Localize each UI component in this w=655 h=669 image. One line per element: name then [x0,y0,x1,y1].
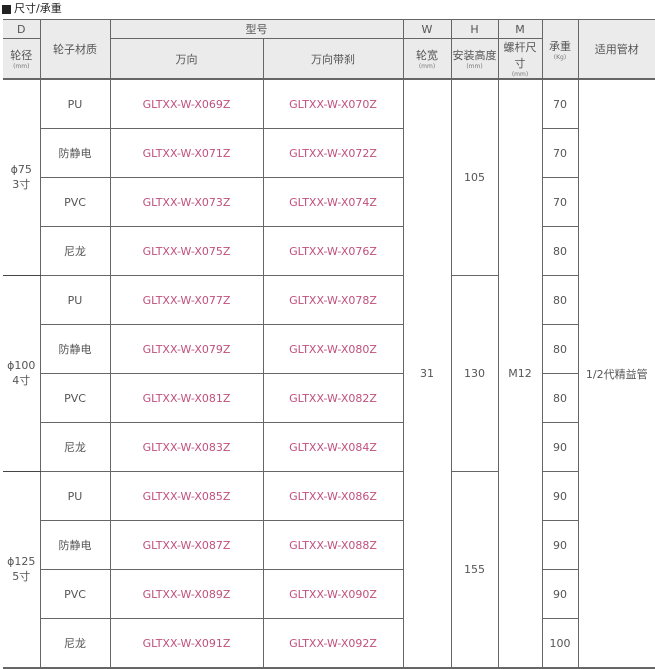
material-cell: PU [39,78,111,129]
table-row: 防静电 GLTXX-W-X079Z GLTXX-W-X080Z 80 [3,324,655,374]
header-mount-height: 安装高度 (mm) [450,38,499,80]
stem-cell: M12 [497,78,543,669]
swivel-model-code: GLTXX-W-X075Z [109,226,264,276]
material-cell: PVC [39,177,111,227]
swivel-model-code: GLTXX-W-X089Z [109,569,264,619]
brake-model-code: GLTXX-W-X086Z [262,471,404,521]
material-cell: PVC [39,373,111,423]
section-title: 尺寸/承重 [2,2,62,16]
load-cell: 90 [541,520,579,570]
load-cell: 80 [541,324,579,374]
swivel-model-code: GLTXX-W-X091Z [109,618,264,669]
header-w: W [402,19,452,39]
section-title-text: 尺寸/承重 [14,2,62,15]
load-cell: 80 [541,373,579,423]
load-cell: 90 [541,569,579,619]
header-m: M [497,19,543,39]
brake-model-code: GLTXX-W-X072Z [262,128,404,178]
diameter-cell: ϕ75 3寸 [3,78,41,276]
header-diameter: 轮径 (mm) [3,38,41,80]
swivel-model-code: GLTXX-W-X085Z [109,471,264,521]
brake-model-code: GLTXX-W-X084Z [262,422,404,472]
material-cell: PU [39,471,111,521]
swivel-model-code: GLTXX-W-X079Z [109,324,264,374]
swivel-model-code: GLTXX-W-X083Z [109,422,264,472]
swivel-model-code: GLTXX-W-X081Z [109,373,264,423]
material-cell: 尼龙 [39,618,111,669]
square-bullet-icon [2,4,11,14]
brake-model-code: GLTXX-W-X076Z [262,226,404,276]
table-row: 尼龙 GLTXX-W-X075Z GLTXX-W-X076Z 80 [3,226,655,276]
header-h: H [450,19,499,39]
header-material: 轮子材质 [39,19,111,80]
table-row: 尼龙 GLTXX-W-X083Z GLTXX-W-X084Z 90 [3,422,655,472]
material-cell: PU [39,275,111,325]
load-cell: 70 [541,177,579,227]
header-pipe: 适用管材 [577,19,655,80]
width-cell: 31 [402,78,452,669]
brake-model-code: GLTXX-W-X090Z [262,569,404,619]
table-row: 防静电 GLTXX-W-X087Z GLTXX-W-X088Z 90 [3,520,655,570]
brake-model-code: GLTXX-W-X074Z [262,177,404,227]
table-row: 防静电 GLTXX-W-X071Z GLTXX-W-X072Z 70 [3,128,655,178]
table-row: 尼龙 GLTXX-W-X091Z GLTXX-W-X092Z 100 [3,618,655,669]
mount-height-cell: 105 [450,78,499,276]
table-row: ϕ100 4寸 PU GLTXX-W-X077Z GLTXX-W-X078Z 130 80 [3,275,655,472]
table-row: PVC GLTXX-W-X081Z GLTXX-W-X082Z 80 [3,373,655,423]
brake-model-code: GLTXX-W-X080Z [262,324,404,374]
swivel-model-code: GLTXX-W-X071Z [109,128,264,178]
load-cell: 70 [541,78,579,129]
header-swivel-brake: 万向带刹 [262,38,404,80]
load-cell: 90 [541,471,579,521]
mount-height-cell: 130 [450,275,499,472]
header-width: 轮宽 (mm) [402,38,452,80]
table-row: ϕ125 5寸 PU GLTXX-W-X085Z GLTXX-W-X086Z 155 90 [3,471,655,669]
load-cell: 90 [541,422,579,472]
brake-model-code: GLTXX-W-X082Z [262,373,404,423]
load-cell: 100 [541,618,579,669]
material-cell: 防静电 [39,324,111,374]
brake-model-code: GLTXX-W-X070Z [262,78,404,129]
load-cell: 80 [541,275,579,325]
header-swivel: 万向 [109,38,264,80]
diameter-cell: ϕ125 5寸 [3,471,41,669]
header-load: 承重 (Kg) [541,19,579,80]
table-row: PVC GLTXX-W-X089Z GLTXX-W-X090Z 90 [3,569,655,619]
material-cell: 防静电 [39,128,111,178]
material-cell: 尼龙 [39,422,111,472]
swivel-model-code: GLTXX-W-X069Z [109,78,264,129]
header-d: D [3,19,41,39]
header-stem: 螺杆尺寸 (mm) [497,38,543,80]
header-model: 型号 [109,19,404,39]
brake-model-code: GLTXX-W-X088Z [262,520,404,570]
diameter-cell: ϕ100 4寸 [3,275,41,472]
swivel-model-code: GLTXX-W-X073Z [109,177,264,227]
material-cell: PVC [39,569,111,619]
material-cell: 尼龙 [39,226,111,276]
swivel-model-code: GLTXX-W-X087Z [109,520,264,570]
load-cell: 70 [541,128,579,178]
load-cell: 80 [541,226,579,276]
pipe-cell: 1/2代精益管 [577,78,655,669]
mount-height-cell: 155 [450,471,499,669]
brake-model-code: GLTXX-W-X078Z [262,275,404,325]
brake-model-code: GLTXX-W-X092Z [262,618,404,669]
material-cell: 防静电 [39,520,111,570]
swivel-model-code: GLTXX-W-X077Z [109,275,264,325]
table-row: PVC GLTXX-W-X073Z GLTXX-W-X074Z 70 [3,177,655,227]
table-row: ϕ75 3寸 PU GLTXX-W-X069Z GLTXX-W-X070Z 31 105 M1… [3,78,655,669]
spec-table: D 轮子材质 型号 W H M 承重 (Kg) 适用管材 轮径 (mm) 万向 万向… [3,19,655,669]
